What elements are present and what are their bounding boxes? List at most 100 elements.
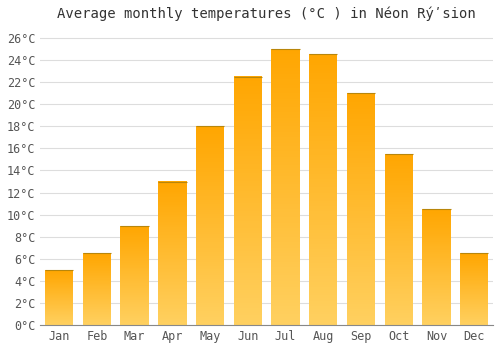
Bar: [460, 256, 488, 257]
Bar: [460, 276, 488, 277]
Bar: [120, 324, 149, 325]
Bar: [384, 258, 413, 260]
Bar: [196, 261, 224, 264]
Bar: [196, 148, 224, 150]
Bar: [83, 314, 111, 315]
Bar: [422, 267, 450, 268]
Bar: [460, 317, 488, 318]
Bar: [460, 279, 488, 280]
Bar: [83, 272, 111, 273]
Bar: [309, 163, 338, 166]
Bar: [158, 295, 186, 296]
Bar: [83, 264, 111, 265]
Bar: [272, 57, 299, 60]
Bar: [120, 266, 149, 267]
Bar: [384, 241, 413, 243]
Bar: [120, 233, 149, 235]
Bar: [45, 295, 74, 296]
Bar: [272, 292, 299, 295]
Bar: [158, 271, 186, 272]
Bar: [422, 232, 450, 233]
Bar: [196, 138, 224, 140]
Bar: [309, 309, 338, 312]
Bar: [347, 246, 375, 248]
Bar: [196, 136, 224, 138]
Bar: [234, 181, 262, 183]
Bar: [83, 310, 111, 311]
Bar: [196, 214, 224, 216]
Bar: [234, 109, 262, 111]
Bar: [83, 256, 111, 257]
Bar: [309, 271, 338, 274]
Bar: [234, 126, 262, 129]
Bar: [120, 229, 149, 230]
Bar: [309, 60, 338, 63]
Bar: [234, 245, 262, 248]
Bar: [83, 294, 111, 295]
Bar: [460, 321, 488, 322]
Bar: [83, 257, 111, 258]
Bar: [460, 265, 488, 266]
Bar: [422, 276, 450, 278]
Bar: [384, 186, 413, 188]
Bar: [347, 311, 375, 314]
Bar: [422, 226, 450, 228]
Bar: [384, 291, 413, 293]
Bar: [120, 236, 149, 237]
Bar: [309, 79, 338, 82]
Bar: [422, 243, 450, 244]
Bar: [272, 132, 299, 134]
Bar: [158, 315, 186, 316]
Bar: [83, 262, 111, 263]
Bar: [120, 232, 149, 234]
Bar: [234, 196, 262, 198]
Bar: [196, 192, 224, 194]
Bar: [384, 159, 413, 161]
Bar: [196, 130, 224, 132]
Bar: [83, 271, 111, 272]
Bar: [83, 290, 111, 292]
Bar: [422, 274, 450, 275]
Bar: [158, 186, 186, 187]
Bar: [272, 314, 299, 317]
Bar: [83, 311, 111, 312]
Bar: [272, 54, 299, 57]
Bar: [196, 267, 224, 270]
Bar: [272, 239, 299, 242]
Bar: [309, 160, 338, 163]
Bar: [272, 104, 299, 107]
Bar: [120, 238, 149, 239]
Bar: [309, 206, 338, 209]
Bar: [45, 280, 74, 281]
Bar: [347, 123, 375, 126]
Bar: [120, 268, 149, 270]
Bar: [83, 285, 111, 286]
Bar: [384, 293, 413, 294]
Bar: [196, 142, 224, 144]
Bar: [120, 315, 149, 316]
Bar: [460, 263, 488, 264]
Bar: [384, 296, 413, 298]
Bar: [158, 232, 186, 233]
Bar: [158, 311, 186, 312]
Bar: [347, 323, 375, 325]
Bar: [422, 220, 450, 222]
Bar: [158, 266, 186, 268]
Bar: [309, 268, 338, 271]
Bar: [45, 294, 74, 295]
Bar: [234, 220, 262, 223]
Bar: [158, 239, 186, 240]
Bar: [83, 260, 111, 261]
Bar: [45, 290, 74, 291]
Bar: [158, 290, 186, 292]
Bar: [234, 161, 262, 163]
Bar: [83, 301, 111, 302]
Bar: [309, 201, 338, 203]
Bar: [234, 111, 262, 114]
Bar: [309, 174, 338, 176]
Bar: [196, 170, 224, 172]
Bar: [384, 180, 413, 181]
Bar: [422, 309, 450, 310]
Bar: [347, 146, 375, 149]
Bar: [460, 270, 488, 271]
